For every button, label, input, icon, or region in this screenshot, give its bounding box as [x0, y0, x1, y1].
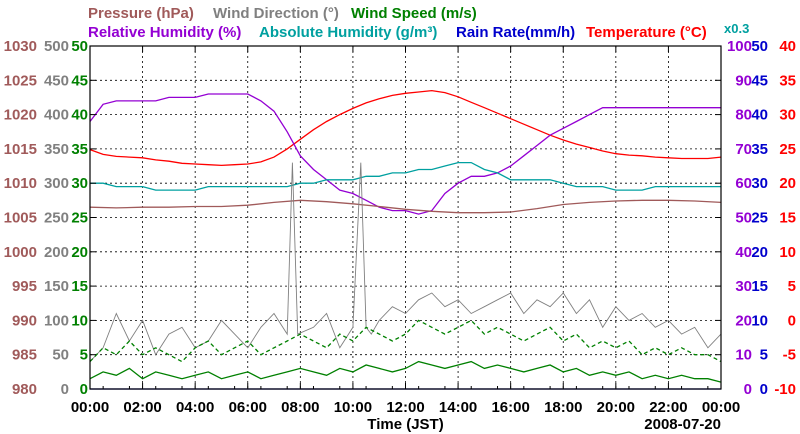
- y-tick-label-humidity: 100: [727, 38, 752, 55]
- legend-entry: Temperature (°C): [586, 24, 707, 41]
- y-tick-label-rain_rate: 15: [751, 278, 768, 295]
- y-tick-label-humidity: 0: [744, 381, 752, 398]
- series-line-temperature: [89, 89, 722, 167]
- y-tick-label-humidity: 40: [735, 244, 752, 261]
- y-tick-label-temperature: 30: [779, 107, 796, 124]
- y-tick-label-humidity: 30: [735, 278, 752, 295]
- x-tick-label: 10:00: [334, 399, 372, 416]
- y-tick-label-rain_rate: 5: [760, 347, 768, 364]
- y-tick-label-wind_direction: 50: [52, 347, 69, 364]
- legend-entry: Absolute Humidity (g/m³): [259, 24, 437, 41]
- y-tick-label-pressure: 980: [12, 381, 37, 398]
- x-tick-label: 08:00: [281, 399, 319, 416]
- y-tick-label-wind_direction: 250: [44, 210, 69, 227]
- y-tick-label-pressure: 1010: [4, 175, 37, 192]
- x-tick-label: 22:00: [649, 399, 687, 416]
- y-tick-label-wind_speed: 10: [71, 312, 88, 329]
- date-label: 2008-07-20: [644, 416, 721, 433]
- y-tick-label-humidity: 20: [735, 312, 752, 329]
- y-tick-label-rain_rate: 45: [751, 72, 768, 89]
- series-line-wind_speed: [89, 360, 722, 383]
- x-tick-label: 20:00: [597, 399, 635, 416]
- y-tick-label-wind_direction: 350: [44, 141, 69, 158]
- y-tick-label-humidity: 80: [735, 107, 752, 124]
- y-tick-label-pressure: 995: [12, 278, 37, 295]
- x-tick-label: 16:00: [491, 399, 529, 416]
- series-line-pressure: [89, 199, 722, 214]
- legend-entry: Relative Humidity (%): [88, 24, 241, 41]
- series-line-humidity: [89, 93, 721, 215]
- y-tick-label-wind_direction: 0: [61, 381, 69, 398]
- y-tick-label-temperature: 15: [779, 210, 796, 227]
- y-tick-label-temperature: 40: [779, 38, 796, 55]
- y-tick-label-rain_rate: 35: [751, 141, 768, 158]
- y-tick-label-wind_speed: 35: [71, 141, 88, 158]
- y-tick-label-humidity: 90: [735, 72, 752, 89]
- y-tick-label-wind_direction: 150: [44, 278, 69, 295]
- y-tick-label-temperature: -10: [774, 381, 796, 398]
- y-tick-label-temperature: 20: [779, 175, 796, 192]
- y-tick-label-pressure: 1015: [4, 141, 37, 158]
- y-tick-label-wind_direction: 500: [44, 38, 69, 55]
- y-tick-label-humidity: 60: [735, 175, 752, 192]
- y-tick-label-wind_direction: 300: [44, 175, 69, 192]
- y-tick-label-wind_direction: 450: [44, 72, 69, 89]
- y-tick-label-wind_speed: 50: [71, 38, 88, 55]
- y-tick-label-pressure: 1025: [4, 72, 37, 89]
- y-tick-label-wind_direction: 100: [44, 312, 69, 329]
- series-line-humidity: [90, 161, 721, 191]
- y-tick-label-rain_rate: 10: [751, 312, 768, 329]
- x-axis-label: Time (JST): [367, 416, 443, 433]
- x-tick-label: 12:00: [386, 399, 424, 416]
- y-tick-label-temperature: -5: [783, 347, 796, 364]
- y-tick-label-pressure: 985: [12, 347, 37, 364]
- y-tick-label-humidity: 50: [735, 210, 752, 227]
- y-tick-label-wind_speed: 45: [71, 72, 88, 89]
- y-tick-label-temperature: 35: [779, 72, 796, 89]
- y-tick-label-pressure: 1000: [4, 244, 37, 261]
- y-tick-label-rain_rate: 0: [760, 381, 768, 398]
- x-tick-label: 04:00: [176, 399, 214, 416]
- x-tick-label: 00:00: [71, 399, 109, 416]
- x-tick-label: 06:00: [229, 399, 267, 416]
- x-tick-label: 00:00: [702, 399, 740, 416]
- y-tick-label-pressure: 1030: [4, 38, 37, 55]
- legend-entry: Pressure (hPa): [88, 5, 194, 22]
- y-tick-label-temperature: 5: [788, 278, 796, 295]
- y-tick-label-pressure: 1020: [4, 107, 37, 124]
- legend-entry: Wind Direction (°): [213, 5, 339, 22]
- y-tick-label-wind_speed: 20: [71, 244, 88, 261]
- y-tick-label-temperature: 25: [779, 141, 796, 158]
- y-tick-label-pressure: 1005: [4, 210, 37, 227]
- y-tick-label-wind_speed: 5: [80, 347, 88, 364]
- x-tick-label: 02:00: [123, 399, 161, 416]
- y-tick-label-wind_speed: 30: [71, 175, 88, 192]
- y-tick-label-temperature: 10: [779, 244, 796, 261]
- y-tick-label-wind_speed: 40: [71, 107, 88, 124]
- y-tick-label-wind_direction: 400: [44, 107, 69, 124]
- y-tick-label-humidity: 10: [735, 347, 752, 364]
- series-line-wind_speed: [89, 319, 722, 363]
- y-tick-label-rain_rate: 40: [751, 107, 768, 124]
- x-tick-label: 14:00: [439, 399, 477, 416]
- y-tick-label-wind_direction: 200: [44, 244, 69, 261]
- y-tick-label-wind_speed: 15: [71, 278, 88, 295]
- y-tick-label-rain_rate: 50: [751, 38, 768, 55]
- y-tick-label-wind_speed: 0: [80, 381, 88, 398]
- legend-scale-note: x0.3: [724, 21, 749, 36]
- legend-entry: Wind Speed (m/s): [351, 5, 477, 22]
- x-tick-label: 18:00: [544, 399, 582, 416]
- y-tick-label-temperature: 0: [788, 312, 796, 329]
- y-tick-label-wind_speed: 25: [71, 210, 88, 227]
- y-tick-label-rain_rate: 25: [751, 210, 768, 227]
- y-tick-label-pressure: 990: [12, 312, 37, 329]
- y-tick-label-rain_rate: 20: [751, 244, 768, 261]
- y-tick-label-humidity: 70: [735, 141, 752, 158]
- y-tick-label-rain_rate: 30: [751, 175, 768, 192]
- legend-entry: Rain Rate(mm/h): [456, 24, 575, 41]
